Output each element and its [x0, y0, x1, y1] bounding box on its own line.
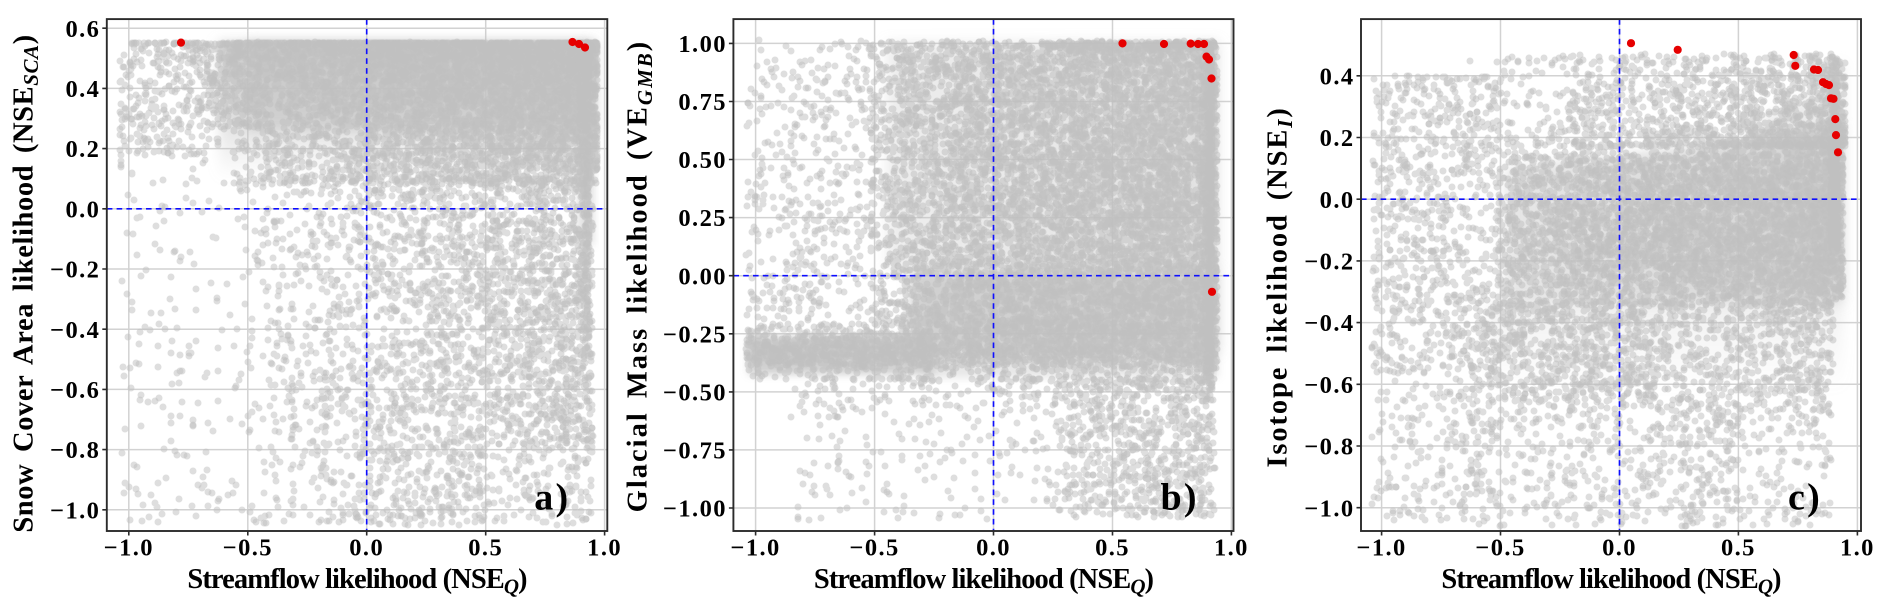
svg-text:−0.8: −0.8 — [50, 437, 100, 464]
svg-text:0.00: 0.00 — [678, 263, 726, 290]
svg-text:0.2: 0.2 — [1320, 125, 1355, 152]
svg-text:−0.25: −0.25 — [663, 321, 727, 348]
svg-text:−0.5: −0.5 — [850, 535, 900, 562]
svg-text:−0.5: −0.5 — [223, 535, 273, 562]
svg-text:Glacial Mass likelihood (VEGMB: Glacial Mass likelihood (VEGMB) — [622, 40, 657, 512]
svg-text:1.00: 1.00 — [678, 31, 726, 58]
svg-text:0.25: 0.25 — [678, 205, 726, 232]
svg-text:−1.0: −1.0 — [1304, 495, 1354, 522]
svg-text:−0.75: −0.75 — [663, 438, 727, 465]
svg-text:0.5: 0.5 — [1721, 535, 1756, 562]
svg-text:Snow Cover Area likelihood (NS: Snow Cover Area likelihood (NSESCA) — [8, 34, 43, 532]
svg-text:−0.4: −0.4 — [1304, 310, 1354, 337]
svg-text:0.2: 0.2 — [65, 136, 100, 163]
svg-text:Isotope likelihood (NSEI): Isotope likelihood (NSEI) — [1263, 106, 1298, 467]
svg-text:−1.0: −1.0 — [50, 497, 100, 524]
svg-text:0.4: 0.4 — [1320, 63, 1355, 90]
svg-text:1.0: 1.0 — [587, 535, 622, 562]
svg-text:0.50: 0.50 — [678, 147, 726, 174]
svg-text:0.0: 0.0 — [1602, 535, 1637, 562]
svg-text:1.0: 1.0 — [1840, 535, 1875, 562]
svg-text:c): c) — [1788, 477, 1822, 519]
svg-text:0.0: 0.0 — [976, 535, 1011, 562]
svg-text:−1.0: −1.0 — [104, 535, 154, 562]
svg-text:0.0: 0.0 — [1320, 187, 1355, 214]
svg-text:Streamflow likelihood (NSEQ): Streamflow likelihood (NSEQ) — [187, 564, 527, 599]
svg-text:0.0: 0.0 — [65, 196, 100, 223]
svg-text:1.0: 1.0 — [1214, 535, 1249, 562]
svg-text:Streamflow likelihood (NSEQ): Streamflow likelihood (NSEQ) — [1441, 564, 1781, 599]
svg-text:0.5: 0.5 — [468, 535, 503, 562]
svg-text:a): a) — [534, 477, 570, 519]
svg-text:0.5: 0.5 — [1095, 535, 1130, 562]
svg-text:b): b) — [1161, 477, 1199, 519]
svg-text:−0.50: −0.50 — [663, 380, 727, 407]
svg-text:−1.00: −1.00 — [663, 496, 727, 523]
svg-text:−1.0: −1.0 — [1357, 535, 1407, 562]
svg-text:−0.4: −0.4 — [50, 317, 100, 344]
svg-text:−0.5: −0.5 — [1475, 535, 1525, 562]
svg-text:−0.6: −0.6 — [50, 377, 100, 404]
svg-text:0.6: 0.6 — [65, 16, 100, 43]
svg-text:0.4: 0.4 — [65, 76, 100, 103]
svg-text:−1.0: −1.0 — [731, 535, 781, 562]
svg-text:−0.2: −0.2 — [1304, 249, 1354, 276]
svg-text:−0.8: −0.8 — [1304, 434, 1354, 461]
svg-text:Streamflow likelihood (NSEQ): Streamflow likelihood (NSEQ) — [814, 564, 1154, 599]
svg-text:−0.2: −0.2 — [50, 257, 100, 284]
svg-text:0.0: 0.0 — [349, 535, 384, 562]
svg-text:0.75: 0.75 — [678, 89, 726, 116]
svg-text:−0.6: −0.6 — [1304, 372, 1354, 399]
